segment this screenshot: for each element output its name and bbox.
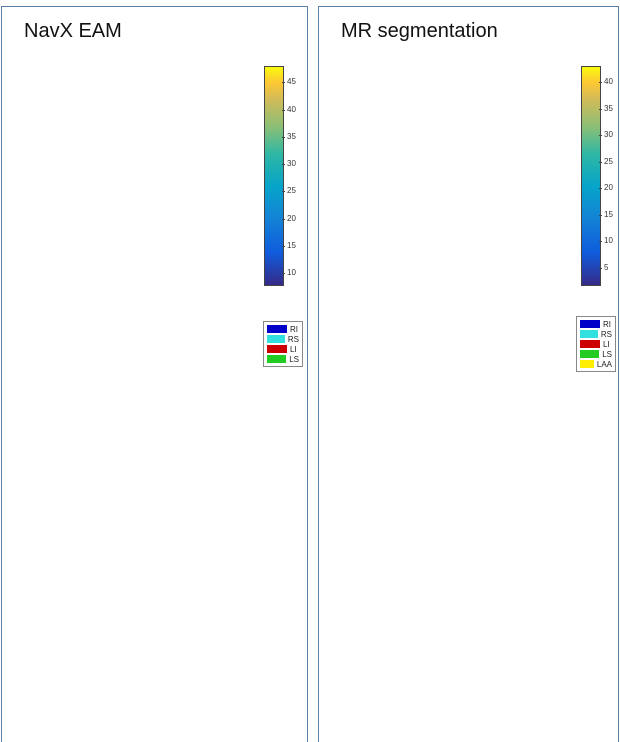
legend-swatch (267, 355, 287, 363)
legend-entry: LS (580, 349, 612, 359)
legend-label: LAA (596, 359, 612, 369)
colorbar-tick-label: 20 (604, 183, 613, 193)
legend-swatch (580, 350, 600, 358)
colorbar-tick-mark (599, 108, 602, 110)
colorbar-tick-mark (282, 273, 285, 275)
colorbar-tick-label: 30 (604, 130, 613, 140)
colorbar-tick-label: 25 (604, 156, 613, 166)
colorbar-tick-label: 15 (604, 209, 613, 219)
legend-label: RS (600, 329, 612, 339)
colorbar-tick-label: 45 (287, 77, 296, 87)
legend-swatch (580, 360, 594, 368)
colorbar-tick-label: 40 (604, 76, 613, 86)
legend-label: LI (290, 344, 297, 354)
colorbar-tick-mark (599, 161, 602, 163)
colorbar-tick-label: 30 (287, 159, 296, 169)
colorbar-tick-mark (282, 164, 285, 166)
legend-entry: LI (580, 339, 612, 349)
colorbar-tick-mark (599, 135, 602, 137)
colorbar-tick-mark (599, 81, 602, 83)
panel-title-navx: NavX EAM (24, 20, 122, 42)
colorbar-tick-label: 5 (604, 263, 609, 273)
panel-mr-segmentation: MR segmentation (318, 6, 619, 742)
colorbar-tick-label: 15 (287, 240, 296, 250)
legend-entry: RS (267, 334, 299, 344)
legend-label: RS (287, 334, 299, 344)
legend-swatch (267, 345, 287, 353)
colorbar-tick-mark (599, 241, 602, 243)
legend-entry: RI (267, 324, 299, 334)
legend-label: LS (602, 349, 612, 359)
colorbar-tick-label: 35 (604, 103, 613, 113)
legend-swatch (580, 330, 598, 338)
colorbar-tick-label: 40 (287, 104, 296, 114)
colorbar-tick-mark (282, 109, 285, 111)
colorbar-right (581, 66, 601, 286)
legend-entry: RI (580, 319, 612, 329)
legend-entry: LI (267, 344, 299, 354)
legend-swatch (267, 325, 287, 333)
panel-title-mr: MR segmentation (341, 20, 498, 42)
colorbar-tick-mark (599, 214, 602, 216)
legend-label: LS (289, 354, 299, 364)
legend-entry: LAA (580, 359, 612, 369)
legend-swatch (580, 340, 600, 348)
colorbar-tick-mark (282, 136, 285, 138)
colorbar-tick-mark (599, 268, 602, 270)
legend-left: RI RS LI LS (263, 321, 303, 367)
legend-label: RI (290, 324, 298, 334)
legend-label: RI (603, 319, 611, 329)
colorbar-tick-label: 35 (287, 131, 296, 141)
colorbar-tick-mark (599, 188, 602, 190)
legend-entry: RS (580, 329, 612, 339)
colorbar-tick-label: 25 (287, 186, 296, 196)
legend-swatch (580, 320, 600, 328)
legend-swatch (267, 335, 285, 343)
panel-navx-eam: NavX EAM (1, 6, 308, 742)
colorbar-tick-label: 10 (604, 236, 613, 246)
colorbar-tick-label: 10 (287, 268, 296, 278)
colorbar-tick-mark (282, 218, 285, 220)
colorbar-tick-label: 20 (287, 213, 296, 223)
colorbar-tick-mark (282, 245, 285, 247)
colorbar-tick-mark (282, 191, 285, 193)
legend-label: LI (603, 339, 610, 349)
colorbar-left (264, 66, 284, 286)
colorbar-tick-mark (282, 82, 285, 84)
legend-entry: LS (267, 354, 299, 364)
legend-right: RI RS LI LS LAA (576, 316, 616, 372)
